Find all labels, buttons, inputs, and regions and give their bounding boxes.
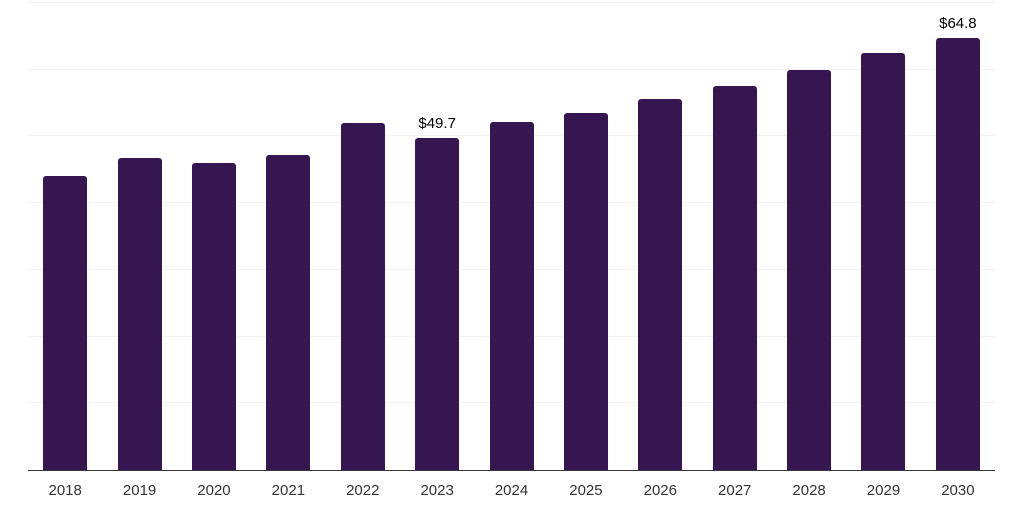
- bar-column-2030: $64.8: [921, 3, 995, 470]
- x-tick-2024: 2024: [494, 482, 529, 499]
- bar-column-2028: [772, 3, 846, 470]
- x-tick-2022: 2022: [346, 482, 380, 499]
- bar-2020: [191, 163, 236, 470]
- gridline-70: [28, 2, 995, 3]
- x-tick-2025: 2025: [569, 482, 603, 499]
- bar-2029: [861, 53, 906, 470]
- x-tick-2030: 2030: [941, 482, 975, 499]
- bar-2030: [935, 37, 980, 470]
- bar-2019: [117, 158, 162, 470]
- bar-2022: [340, 123, 385, 470]
- x-tick-2026: 2026: [643, 482, 677, 499]
- bar-column-2019: [102, 3, 176, 470]
- bar-column-2023: $49.7: [400, 3, 474, 470]
- bars-row: $49.7 $64.8: [28, 3, 995, 470]
- bar-column-2027: [698, 3, 772, 470]
- x-tick-2023: 2023: [420, 482, 454, 499]
- bar-2023: [415, 138, 460, 470]
- x-tick-2027: 2027: [718, 482, 752, 499]
- gridline-60: [28, 68, 995, 70]
- x-tick-2019: 2019: [122, 482, 157, 499]
- plot-area: $49.7 $64.8: [28, 2, 995, 471]
- bar-column-2022: [326, 3, 400, 470]
- bar-column-2029: [846, 3, 920, 470]
- x-axis-labels: 2018 2019 2020 2021 2022 2023 2024 2025 2026 2027…: [28, 481, 995, 500]
- x-tick-2029: 2029: [866, 482, 901, 499]
- bar-2026: [638, 99, 683, 470]
- bar-column-2024: [474, 3, 548, 470]
- bar-column-2026: [623, 3, 697, 470]
- bar-column-2025: [549, 3, 623, 470]
- x-tick-2018: 2018: [48, 482, 82, 499]
- bar-2018: [43, 175, 88, 470]
- bar-2024: [489, 122, 534, 470]
- bar-2027: [712, 86, 757, 470]
- x-tick-2028: 2028: [792, 482, 826, 499]
- bar-column-2018: [28, 3, 102, 470]
- bar-2028: [787, 69, 832, 470]
- bar-2025: [563, 113, 608, 470]
- x-tick-2021: 2021: [271, 482, 306, 499]
- data-label-2023: $49.7: [418, 115, 456, 133]
- bar-2021: [266, 155, 311, 470]
- bar-column-2021: [251, 3, 325, 470]
- x-tick-2020: 2020: [197, 482, 231, 499]
- data-label-2030: $64.8: [939, 14, 977, 32]
- bar-column-2020: [177, 3, 251, 470]
